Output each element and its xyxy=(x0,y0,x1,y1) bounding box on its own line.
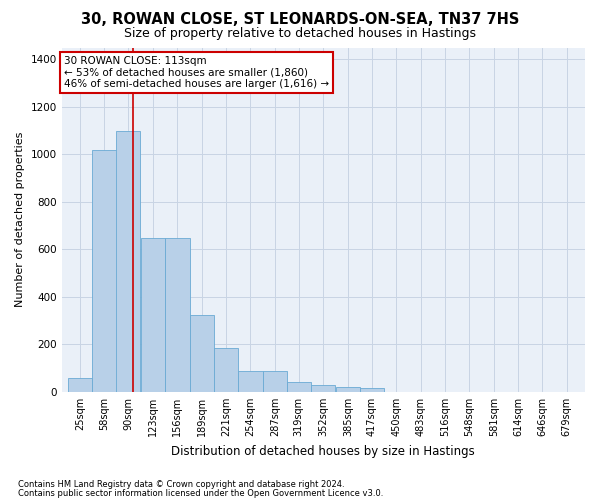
Bar xyxy=(214,348,238,392)
Bar xyxy=(359,388,384,392)
Bar xyxy=(92,150,116,392)
Bar xyxy=(263,370,287,392)
Bar xyxy=(165,238,190,392)
X-axis label: Distribution of detached houses by size in Hastings: Distribution of detached houses by size … xyxy=(172,444,475,458)
Bar xyxy=(287,382,311,392)
Text: Contains HM Land Registry data © Crown copyright and database right 2024.: Contains HM Land Registry data © Crown c… xyxy=(18,480,344,489)
Text: Size of property relative to detached houses in Hastings: Size of property relative to detached ho… xyxy=(124,28,476,40)
Bar xyxy=(140,238,165,392)
Bar xyxy=(116,130,140,392)
Bar xyxy=(190,314,214,392)
Text: 30, ROWAN CLOSE, ST LEONARDS-ON-SEA, TN37 7HS: 30, ROWAN CLOSE, ST LEONARDS-ON-SEA, TN3… xyxy=(81,12,519,28)
Text: Contains public sector information licensed under the Open Government Licence v3: Contains public sector information licen… xyxy=(18,489,383,498)
Bar xyxy=(311,386,335,392)
Bar xyxy=(68,378,92,392)
Text: 30 ROWAN CLOSE: 113sqm
← 53% of detached houses are smaller (1,860)
46% of semi-: 30 ROWAN CLOSE: 113sqm ← 53% of detached… xyxy=(64,56,329,89)
Y-axis label: Number of detached properties: Number of detached properties xyxy=(15,132,25,308)
Bar xyxy=(336,386,360,392)
Bar xyxy=(238,370,263,392)
